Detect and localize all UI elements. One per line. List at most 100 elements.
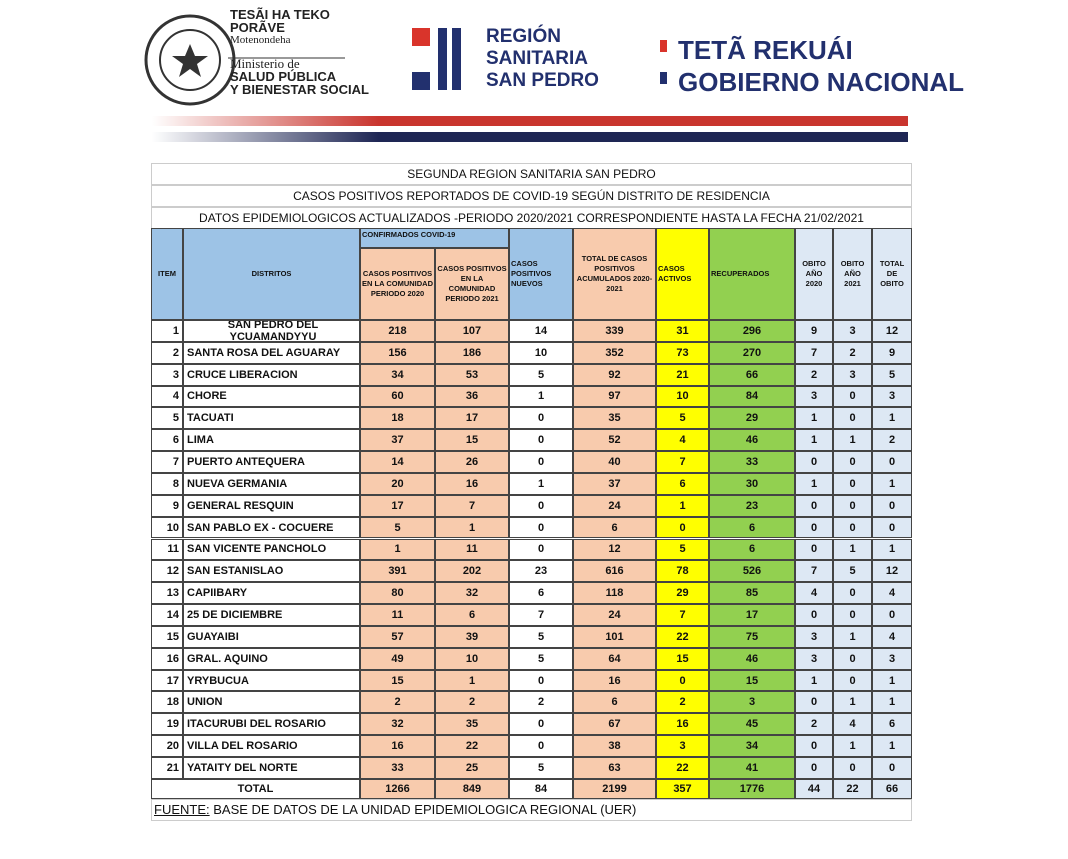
data-cell: 22 bbox=[656, 625, 709, 648]
data-cell: 1 bbox=[795, 669, 833, 692]
item-number: 19 bbox=[151, 713, 183, 736]
district-name: GRAL. AQUINO bbox=[183, 647, 360, 670]
data-cell: 1 bbox=[509, 385, 573, 408]
data-cell: 1 bbox=[833, 625, 872, 648]
data-cell: 0 bbox=[795, 735, 833, 757]
data-cell: 616 bbox=[573, 560, 656, 583]
data-cell: 6 bbox=[573, 691, 656, 714]
data-cell: 0 bbox=[509, 494, 573, 517]
data-cell: 7 bbox=[795, 560, 833, 583]
district-name: CAPIIBARY bbox=[183, 582, 360, 605]
data-cell: 186 bbox=[435, 341, 509, 364]
data-cell: 80 bbox=[360, 582, 435, 605]
data-cell: 5 bbox=[872, 363, 912, 386]
ministry-line: TESÃI HA TEKO bbox=[230, 7, 330, 22]
column-header: TOTAL DE CASOS POSITIVOS ACUMULADOS 2020… bbox=[573, 228, 656, 320]
district-name: ITACURUBI DEL ROSARIO bbox=[183, 713, 360, 736]
item-number: 13 bbox=[151, 582, 183, 605]
data-cell: 0 bbox=[833, 757, 872, 779]
ministry-line: SALUD PÚBLICA bbox=[230, 69, 337, 84]
data-cell: 6 bbox=[656, 472, 709, 495]
data-cell: 31 bbox=[656, 320, 709, 342]
table-title: SEGUNDA REGION SANITARIA SAN PEDRO bbox=[151, 163, 912, 185]
data-cell: 5 bbox=[833, 560, 872, 583]
data-cell: 391 bbox=[360, 560, 435, 583]
data-cell: 3 bbox=[795, 625, 833, 648]
data-cell: 2 bbox=[509, 691, 573, 714]
table-title: CASOS POSITIVOS REPORTADOS DE COVID-19 S… bbox=[151, 185, 912, 207]
data-cell: 2 bbox=[795, 713, 833, 736]
data-cell: 35 bbox=[435, 713, 509, 736]
data-cell: 32 bbox=[435, 582, 509, 605]
data-cell: 84 bbox=[709, 385, 795, 408]
data-cell: 2 bbox=[360, 691, 435, 714]
data-cell: 0 bbox=[833, 472, 872, 495]
data-cell: 2 bbox=[435, 691, 509, 714]
data-cell: 10 bbox=[656, 385, 709, 408]
total-cell: 1776 bbox=[709, 778, 795, 799]
data-cell: 0 bbox=[509, 735, 573, 757]
item-number: 10 bbox=[151, 516, 183, 539]
data-cell: 3 bbox=[709, 691, 795, 714]
data-cell: 0 bbox=[795, 757, 833, 779]
data-cell: 33 bbox=[709, 451, 795, 473]
data-cell: 4 bbox=[795, 582, 833, 605]
data-cell: 0 bbox=[509, 516, 573, 539]
data-cell: 0 bbox=[509, 429, 573, 452]
data-cell: 7 bbox=[795, 341, 833, 364]
data-cell: 5 bbox=[656, 538, 709, 561]
district-name: GENERAL RESQUIN bbox=[183, 494, 360, 517]
data-cell: 75 bbox=[709, 625, 795, 648]
item-number: 9 bbox=[151, 494, 183, 517]
district-name: YRYBUCUA bbox=[183, 669, 360, 692]
item-number: 6 bbox=[151, 429, 183, 452]
data-cell: 97 bbox=[573, 385, 656, 408]
district-name: YATAITY DEL NORTE bbox=[183, 757, 360, 779]
district-name: SAN PEDRO DEL YCUAMANDYYU bbox=[183, 320, 360, 342]
data-cell: 1 bbox=[795, 472, 833, 495]
data-cell: 34 bbox=[709, 735, 795, 757]
data-cell: 0 bbox=[795, 494, 833, 517]
data-cell: 1 bbox=[435, 516, 509, 539]
data-cell: 0 bbox=[833, 494, 872, 517]
data-cell: 6 bbox=[509, 582, 573, 605]
region-logo: REGIÓN SANITARIA SAN PEDRO bbox=[486, 26, 599, 92]
data-cell: 0 bbox=[872, 516, 912, 539]
column-header: CASOS POSITIVOS EN LA COMUNIDAD PERIODO … bbox=[360, 248, 435, 320]
data-cell: 4 bbox=[833, 713, 872, 736]
data-cell: 0 bbox=[509, 669, 573, 692]
data-cell: 52 bbox=[573, 429, 656, 452]
data-cell: 2 bbox=[656, 691, 709, 714]
data-cell: 73 bbox=[656, 341, 709, 364]
data-cell: 23 bbox=[509, 560, 573, 583]
data-cell: 0 bbox=[656, 669, 709, 692]
data-cell: 66 bbox=[709, 363, 795, 386]
data-cell: 202 bbox=[435, 560, 509, 583]
data-cell: 49 bbox=[360, 647, 435, 670]
total-cell: 84 bbox=[509, 778, 573, 799]
ministry-line: PORÃVE bbox=[230, 20, 285, 35]
data-cell: 270 bbox=[709, 341, 795, 364]
data-cell: 1 bbox=[872, 669, 912, 692]
data-cell: 1 bbox=[360, 538, 435, 561]
data-cell: 9 bbox=[795, 320, 833, 342]
column-header: OBITO AÑO 2021 bbox=[833, 228, 872, 320]
data-cell: 0 bbox=[872, 494, 912, 517]
data-cell: 57 bbox=[360, 625, 435, 648]
data-cell: 33 bbox=[360, 757, 435, 779]
data-cell: 1 bbox=[833, 735, 872, 757]
header-graphics bbox=[144, 14, 908, 144]
data-cell: 34 bbox=[360, 363, 435, 386]
group-header: CONFIRMADOS COVID-19 bbox=[360, 228, 509, 248]
data-cell: 12 bbox=[872, 320, 912, 342]
data-cell: 63 bbox=[573, 757, 656, 779]
data-cell: 1 bbox=[509, 472, 573, 495]
data-cell: 0 bbox=[795, 691, 833, 714]
total-cell: 2199 bbox=[573, 778, 656, 799]
data-cell: 85 bbox=[709, 582, 795, 605]
item-number: 3 bbox=[151, 363, 183, 386]
district-name: GUAYAIBI bbox=[183, 625, 360, 648]
ministry-line: Y BIENESTAR SOCIAL bbox=[230, 82, 369, 97]
data-cell: 16 bbox=[360, 735, 435, 757]
data-cell: 1 bbox=[833, 429, 872, 452]
